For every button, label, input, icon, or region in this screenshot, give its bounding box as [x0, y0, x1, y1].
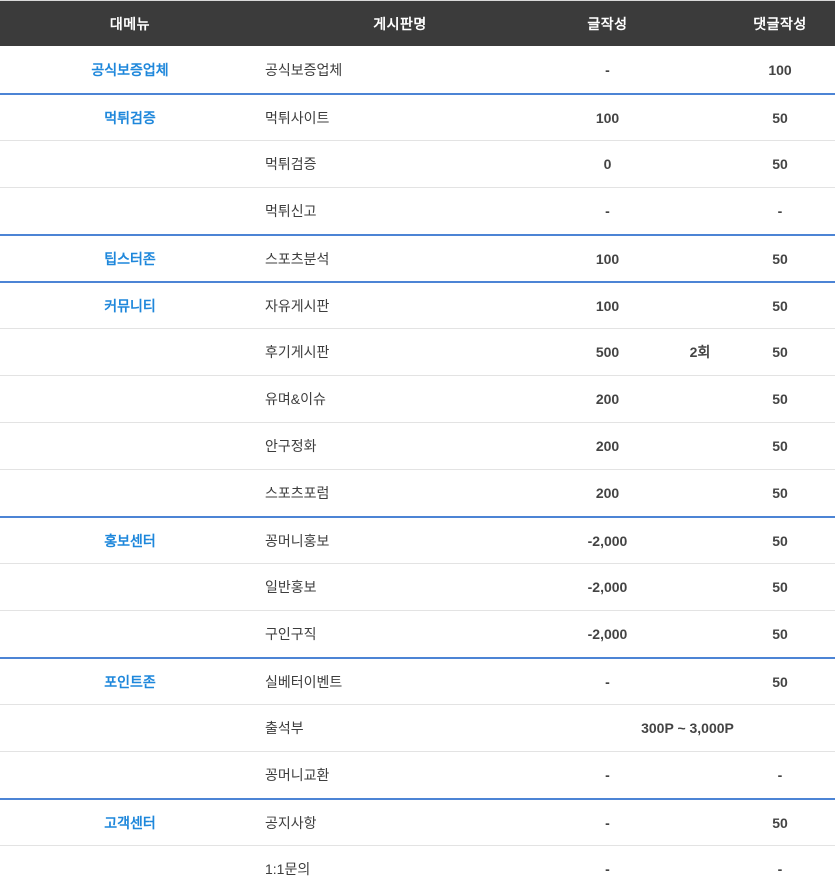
comment-points-cell: 50	[772, 297, 788, 314]
comment-points-cell: 50	[772, 250, 788, 267]
write-points-cell: -	[605, 673, 610, 690]
comment-points-cell: 50	[772, 344, 788, 360]
main-menu-cell[interactable]: 홍보센터	[104, 532, 156, 549]
write-points-cell: 100	[595, 109, 620, 126]
table-row: 커뮤니티 자유게시판 100 50	[0, 281, 835, 328]
board-name-cell: 먹튀신고	[265, 203, 317, 219]
write-points-cell: -2,000	[587, 626, 628, 642]
write-points-cell: 100	[595, 250, 620, 267]
table-row: 꽁머니교환 - -	[0, 751, 835, 798]
table-row: 포인트존 실베터이벤트 - 50	[0, 657, 835, 704]
header-board-name: 게시판명	[373, 15, 427, 32]
write-points-cell: -2,000	[587, 579, 628, 595]
board-name-cell: 공지사항	[265, 814, 317, 831]
write-points-cell: 0	[603, 156, 612, 172]
write-points-cell: -	[605, 861, 610, 877]
comment-points-cell: 50	[772, 438, 788, 454]
comment-points-cell: 50	[772, 156, 788, 172]
table-row: 먹튀검증 먹튀사이트 100 50	[0, 93, 835, 140]
table-row: 출석부 300P ~ 3,000P	[0, 704, 835, 751]
board-name-cell: 공식보증업체	[265, 61, 343, 78]
main-menu-cell[interactable]: 팁스터존	[104, 250, 156, 267]
board-name-cell: 유며&이슈	[265, 391, 326, 407]
comment-points-cell: -	[777, 203, 783, 219]
comment-points-cell: -	[777, 767, 783, 783]
bonus-count-cell: 2회	[689, 344, 711, 360]
table-row: 고객센터 공지사항 - 50	[0, 798, 835, 845]
comment-points-cell: -	[777, 861, 783, 877]
comment-points-cell: 50	[772, 673, 788, 690]
comment-points-cell: 50	[772, 626, 788, 642]
board-name-cell: 안구정화	[265, 438, 317, 454]
table-header-row: 대메뉴 게시판명 글작성 댓글작성	[0, 1, 835, 46]
write-points-cell: -	[605, 814, 610, 831]
table-row: 공식보증업체 공식보증업체 - 100	[0, 46, 835, 93]
header-main-menu: 대메뉴	[109, 15, 151, 32]
board-name-cell: 후기게시판	[265, 344, 330, 360]
board-name-cell: 스포츠분석	[265, 250, 330, 267]
table-row: 안구정화 200 50	[0, 422, 835, 469]
table-row: 일반홍보 -2,000 50	[0, 563, 835, 610]
table-row: 먹튀검증 0 50	[0, 140, 835, 187]
board-name-cell: 먹튀사이트	[265, 109, 330, 126]
write-points-cell: -	[605, 767, 610, 783]
write-points-cell: 200	[595, 438, 620, 454]
board-name-cell: 스포츠포럼	[265, 485, 330, 501]
comment-points-cell: 50	[772, 579, 788, 595]
main-menu-cell[interactable]: 공식보증업체	[91, 61, 169, 78]
board-name-cell: 실베터이벤트	[265, 673, 343, 690]
comment-points-cell: 50	[772, 109, 788, 126]
write-points-cell: -2,000	[587, 532, 628, 549]
board-name-cell: 일반홍보	[265, 579, 317, 595]
points-range-cell: 300P ~ 3,000P	[641, 720, 734, 736]
comment-points-cell: 50	[772, 532, 788, 549]
table-row: 먹튀신고 - -	[0, 187, 835, 234]
table-row: 홍보센터 꽁머니홍보 -2,000 50	[0, 516, 835, 563]
board-name-cell: 자유게시판	[265, 297, 330, 314]
board-name-cell: 꽁머니교환	[265, 767, 330, 783]
board-name-cell: 꽁머니홍보	[265, 532, 330, 549]
table-row: 1:1문의 - -	[0, 845, 835, 892]
main-menu-cell[interactable]: 커뮤니티	[104, 297, 156, 314]
write-points-cell: 100	[595, 297, 620, 314]
main-menu-cell[interactable]: 포인트존	[104, 673, 156, 690]
board-name-cell: 출석부	[265, 720, 304, 736]
points-table-body: 공식보증업체 공식보증업체 - 100 먹튀검증 먹튀사이트 100 50 먹튀검증 0 50 먹튀신…	[0, 46, 835, 892]
write-points-cell: 200	[595, 485, 620, 501]
table-row: 후기게시판 500 2회 50	[0, 328, 835, 375]
table-row: 스포츠포럼 200 50	[0, 469, 835, 516]
board-name-cell: 구인구직	[265, 626, 317, 642]
main-menu-cell[interactable]: 먹튀검증	[104, 109, 156, 126]
board-name-cell: 먹튀검증	[265, 156, 317, 172]
comment-points-cell: 50	[772, 814, 788, 831]
comment-points-cell: 100	[768, 61, 792, 78]
comment-points-cell: 50	[772, 391, 788, 407]
table-row: 팁스터존 스포츠분석 100 50	[0, 234, 835, 281]
comment-points-cell: 50	[772, 485, 788, 501]
table-row: 유며&이슈 200 50	[0, 375, 835, 422]
table-row: 구인구직 -2,000 50	[0, 610, 835, 657]
header-comment-points: 댓글작성	[753, 15, 807, 32]
write-points-cell: -	[605, 61, 610, 78]
write-points-cell: 200	[595, 391, 620, 407]
write-points-cell: 500	[595, 344, 620, 360]
write-points-cell: -	[605, 203, 610, 219]
board-name-cell: 1:1문의	[265, 861, 311, 877]
main-menu-cell[interactable]: 고객센터	[104, 814, 156, 831]
header-write-points: 글작성	[587, 15, 628, 32]
